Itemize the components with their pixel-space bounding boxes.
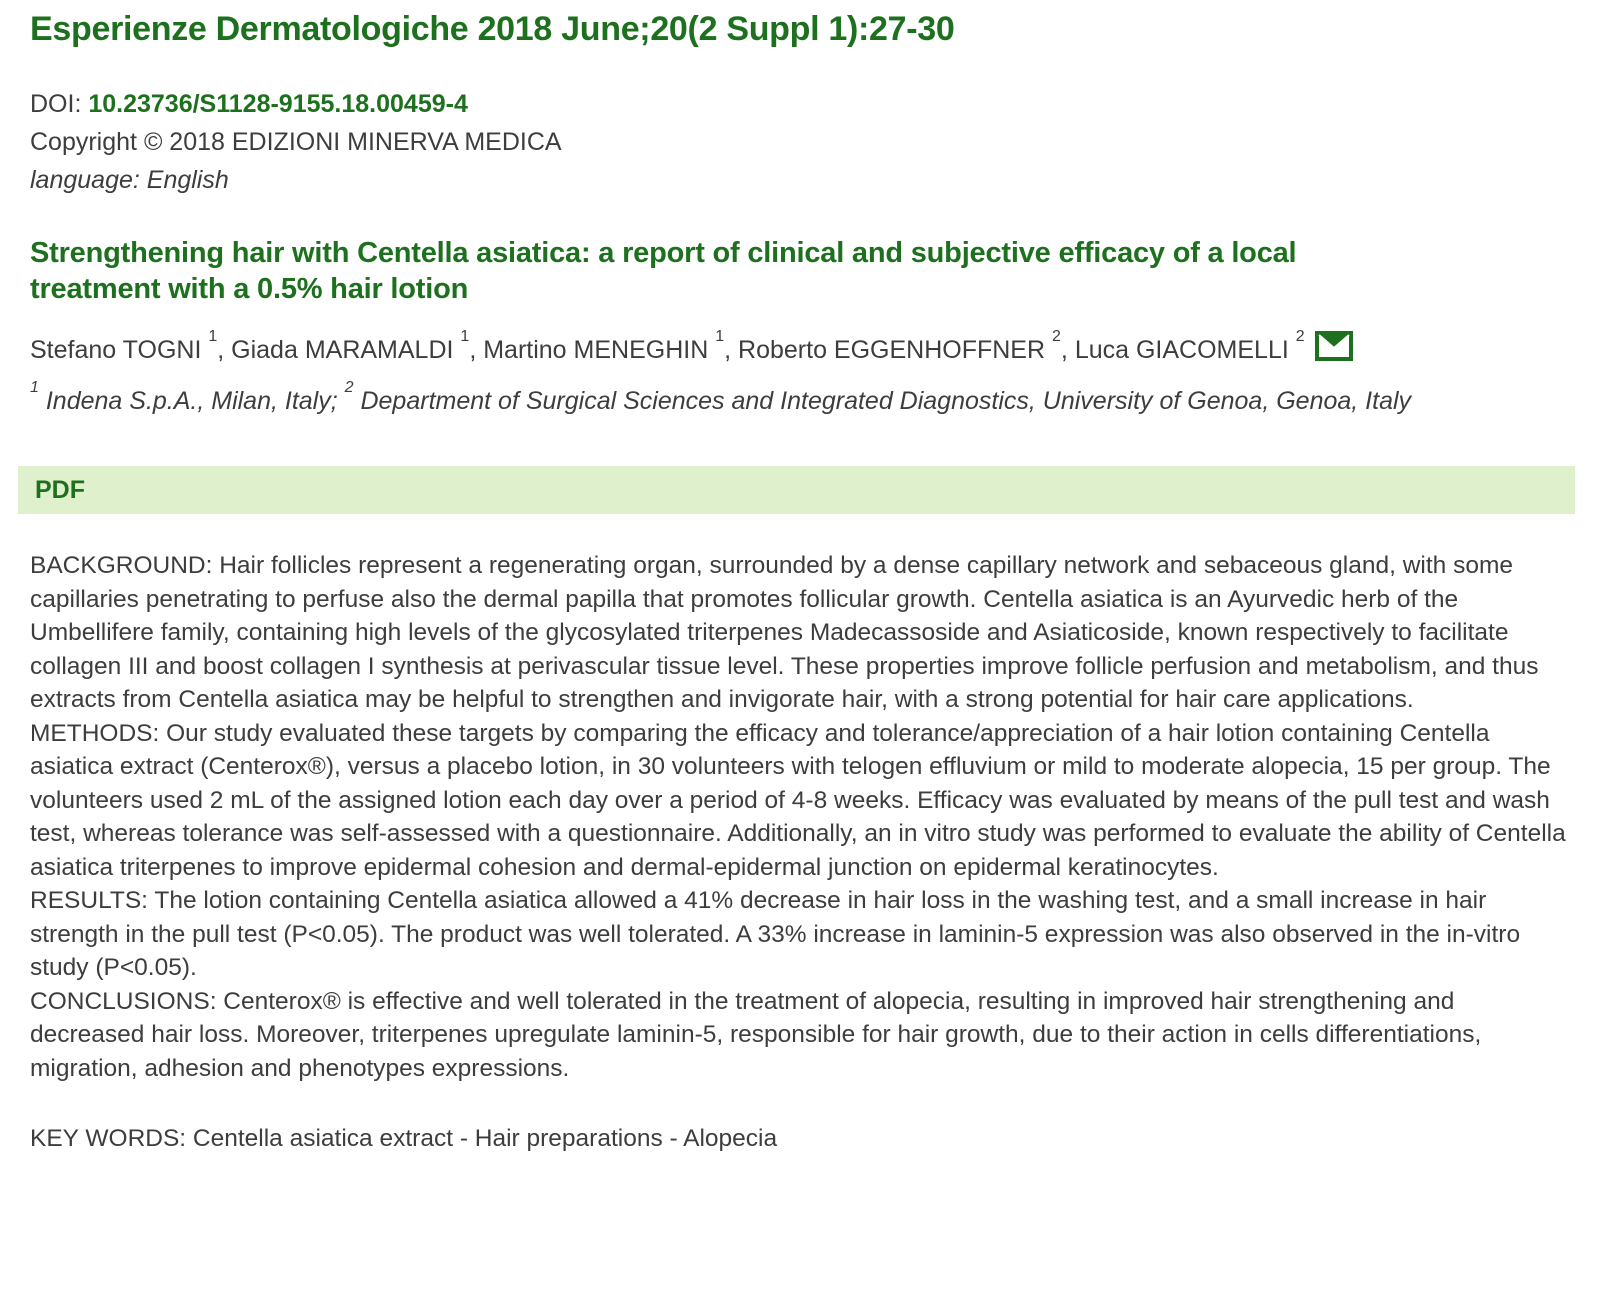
author-name: Roberto EGGENHOFFNER bbox=[738, 336, 1046, 364]
affiliation-sup: 2 bbox=[344, 378, 354, 396]
affiliation-text: Indena S.p.A., Milan, Italy; bbox=[38, 387, 345, 415]
abstract-methods: METHODS: Our study evaluated these targe… bbox=[30, 719, 1566, 881]
author-name: Stefano TOGNI bbox=[30, 336, 202, 364]
copyright-line: Copyright © 2018 EDIZIONI MINERVA MEDICA bbox=[30, 128, 562, 156]
author-name: Giada MARAMALDI bbox=[231, 336, 454, 364]
pdf-download-button[interactable]: PDF bbox=[18, 466, 1575, 514]
journal-citation: Esperienze Dermatologiche 2018 June;20(2… bbox=[30, 10, 955, 48]
author-separator: , bbox=[724, 336, 739, 364]
author-name: Martino MENEGHIN bbox=[483, 336, 709, 364]
author-separator: , bbox=[1060, 336, 1075, 364]
doi-link[interactable]: 10.23736/S1128-9155.18.00459-4 bbox=[88, 90, 468, 118]
doi-line: DOI: 10.23736/S1128-9155.18.00459-4 bbox=[30, 85, 1575, 123]
abstract-background: BACKGROUND: Hair follicles represent a r… bbox=[30, 552, 1539, 713]
article-title: Strengthening hair with Centella asiatic… bbox=[30, 237, 1297, 305]
keywords-line: KEY WORDS: Centella asiatica extract - H… bbox=[30, 1125, 778, 1152]
language-line: language: English bbox=[30, 166, 229, 194]
abstract-results: RESULTS: The lotion containing Centella … bbox=[30, 887, 1521, 981]
affiliation-text: Department of Surgical Sciences and Inte… bbox=[353, 387, 1412, 415]
author-affiliation-sup: 1 bbox=[715, 327, 725, 345]
affiliations-line: 1 Indena S.p.A., Milan, Italy; 2 Departm… bbox=[30, 378, 1470, 420]
author-separator: , bbox=[217, 336, 232, 364]
authors-line: Stefano TOGNI 1, Giada MARAMALDI 1, Mart… bbox=[30, 327, 1575, 368]
author-separator: , bbox=[469, 336, 484, 364]
author-name: Luca GIACOMELLI bbox=[1074, 336, 1289, 364]
author-affiliation-sup: 2 bbox=[1295, 327, 1305, 345]
abstract: BACKGROUND: Hair follicles represent a r… bbox=[30, 549, 1575, 1085]
doi-label: DOI: bbox=[30, 90, 89, 118]
author-affiliation-sup: 2 bbox=[1052, 327, 1061, 345]
author-affiliation-sup: 1 bbox=[208, 327, 218, 345]
abstract-conclusions: CONCLUSIONS: Centerox® is effective and … bbox=[30, 987, 1482, 1082]
email-envelope-icon[interactable] bbox=[1314, 331, 1353, 368]
affiliation-sup: 1 bbox=[30, 378, 39, 396]
article-abstract-page: Esperienze Dermatologiche 2018 June;20(2… bbox=[18, 10, 1575, 1152]
author-affiliation-sup: 1 bbox=[460, 327, 470, 345]
